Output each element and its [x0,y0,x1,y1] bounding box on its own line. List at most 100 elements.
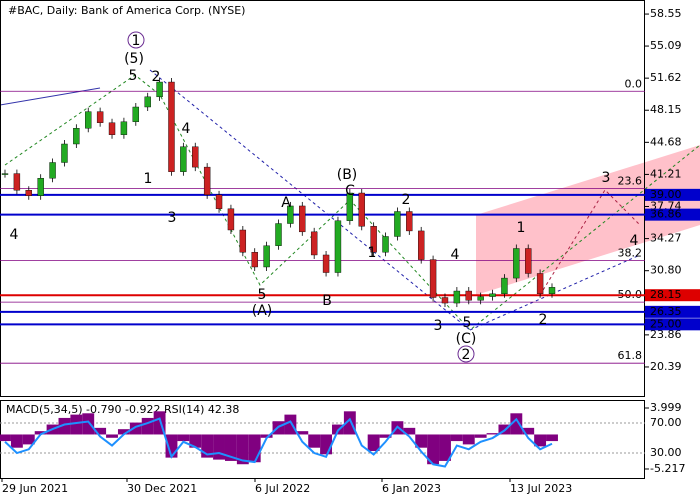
candle [299,205,306,233]
macd-bar [189,434,202,448]
macd-bar [10,434,23,448]
fib-label: 38.2 [618,247,643,260]
x-tick-label: 6 Jul 2022 [255,482,310,495]
candle [477,296,484,301]
trend-line [149,69,471,331]
y-tick-label: 41.21 [650,167,682,180]
wave-label: 3 [434,318,443,334]
candle [287,205,294,224]
fib-label: 61.8 [618,349,643,362]
macd-bar [284,414,297,435]
macd-bar [474,434,487,438]
candle [215,194,223,209]
candle [180,146,187,172]
macd-bar [224,434,237,461]
candle [37,178,44,196]
macd-bar [546,434,558,442]
candle [144,96,151,108]
candle [417,230,425,260]
y-tick-label: 51.62 [650,71,682,84]
candle [61,143,68,163]
wave-circle [127,31,145,49]
macd-tick-label: 3.999 [650,401,682,414]
wave-label: 4 [630,233,639,249]
candle [322,254,330,273]
level-tag [645,188,700,201]
macd-bar [94,427,107,435]
y-tick-label: 20.39 [650,360,682,373]
candle [49,162,56,179]
fib-label: 23.6 [618,174,643,187]
candle [251,251,258,268]
level-label: 26.35 [650,305,682,318]
candle [25,190,32,196]
wave-path [4,74,700,331]
macd-bar [367,434,380,452]
candle [394,211,401,237]
candle [310,231,318,256]
candle [382,236,389,253]
macd-bar [320,434,333,455]
wave-label: 5 [258,287,267,303]
macd-bar [213,434,225,460]
candle [203,166,211,196]
level-tag [645,289,700,302]
macd-bar [106,434,118,438]
rsi-line [4,417,553,468]
wave-label: (B) [337,167,358,183]
macd-bar [58,417,71,435]
wave-label: A [281,195,291,211]
candle [13,173,21,191]
level-tag [645,318,700,331]
wave-label: 2 [402,192,411,208]
y-tick-label: 48.15 [650,103,682,116]
macd-bar [522,427,535,435]
candle [85,111,92,129]
macd-bar [296,431,309,435]
candle [548,287,556,295]
macd-bar [534,434,547,447]
wave-label: 1 [368,245,377,261]
macd-bar [82,413,95,435]
wave-label: 2 [462,347,471,363]
macd-tick-label: -5.217 [650,462,685,475]
wave-label: 3 [602,170,611,186]
candle [227,208,235,231]
wave-circle [457,345,475,363]
candle [73,128,80,145]
macd-bar [165,434,178,458]
wave-label: 2 [539,312,548,328]
candle [96,111,104,123]
fib-label: 0.0 [625,77,643,90]
candle [358,192,365,227]
macd-bar [415,434,428,448]
wave-label: 5 [463,315,472,331]
chart-title: #BAC, Daily: Bank of America Corp. (NYSE… [8,4,245,17]
macd-bar [450,434,463,442]
candle [108,122,116,135]
wave-label: 4 [451,247,460,263]
candle [156,81,163,98]
macd-bar [117,429,130,435]
macd-bar [439,434,451,461]
main-panel [0,0,645,397]
candle [168,81,175,172]
wave-label: 2 [152,69,161,85]
level-label: 36.86 [650,208,682,221]
candle [132,106,140,122]
macd-bar [177,434,190,442]
wave-label: 4 [182,121,191,137]
macd-bar [379,434,392,438]
level-tag [645,208,700,221]
y-tick-label: 55.09 [650,39,682,52]
level-label: 28.15 [650,288,682,301]
candle [513,248,520,279]
macd-bar [427,434,440,465]
macd-bar [486,433,499,435]
macd-bar [201,434,214,458]
wave-label: B [322,293,332,309]
candle [406,211,413,232]
y-tick-label: 23.86 [650,328,682,341]
x-tick-label: 6 Jan 2023 [382,482,441,495]
